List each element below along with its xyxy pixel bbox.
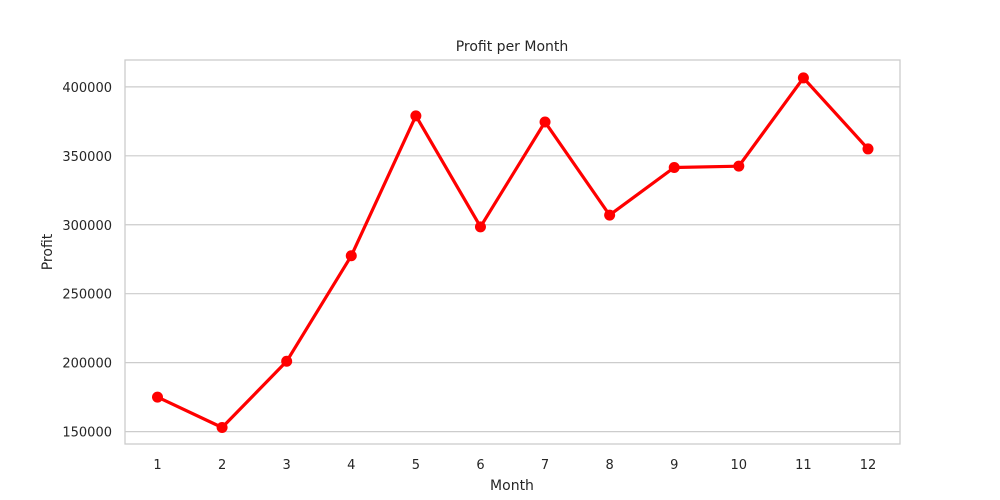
y-tick-label: 350000 <box>62 150 112 165</box>
x-tick-label: 3 <box>283 458 291 473</box>
y-tick-label: 400000 <box>62 81 112 96</box>
data-point <box>410 110 422 122</box>
x-tick-label: 8 <box>605 458 613 473</box>
y-tick-label: 300000 <box>62 219 112 234</box>
x-axis-label: Month <box>490 478 534 494</box>
y-tick-label: 200000 <box>62 357 112 372</box>
data-point <box>604 209 616 221</box>
gridlines <box>125 86 900 433</box>
x-tick-label: 2 <box>218 458 226 473</box>
profit-series <box>152 72 874 433</box>
y-axis-label: Profit <box>40 233 56 270</box>
profit-line <box>156 76 870 430</box>
chart-title: Profit per Month <box>456 39 569 55</box>
x-tick-label: 11 <box>795 458 812 473</box>
y-tick-labels: 150000 200000 250000 300000 350000 400000 <box>62 81 112 441</box>
data-point <box>474 221 486 233</box>
data-point <box>345 250 357 262</box>
plot-frame <box>124 59 901 445</box>
x-tick-labels: 1 2 3 4 5 6 7 8 9 10 11 12 <box>153 458 876 473</box>
data-point <box>539 116 551 128</box>
y-tick-label: 150000 <box>62 426 112 441</box>
x-tick-label: 12 <box>860 458 877 473</box>
y-tick-label: 250000 <box>62 288 112 303</box>
x-tick-label: 6 <box>476 458 484 473</box>
x-tick-label: 7 <box>541 458 549 473</box>
data-point <box>216 421 228 433</box>
data-point <box>281 355 293 367</box>
x-tick-label: 4 <box>347 458 355 473</box>
x-tick-label: 1 <box>153 458 161 473</box>
x-tick-label: 5 <box>412 458 420 473</box>
x-tick-label: 10 <box>731 458 748 473</box>
data-point <box>733 160 745 172</box>
data-point <box>862 143 874 155</box>
x-tick-label: 9 <box>670 458 678 473</box>
data-point <box>152 391 163 403</box>
data-point <box>797 72 809 84</box>
data-point <box>668 162 680 174</box>
